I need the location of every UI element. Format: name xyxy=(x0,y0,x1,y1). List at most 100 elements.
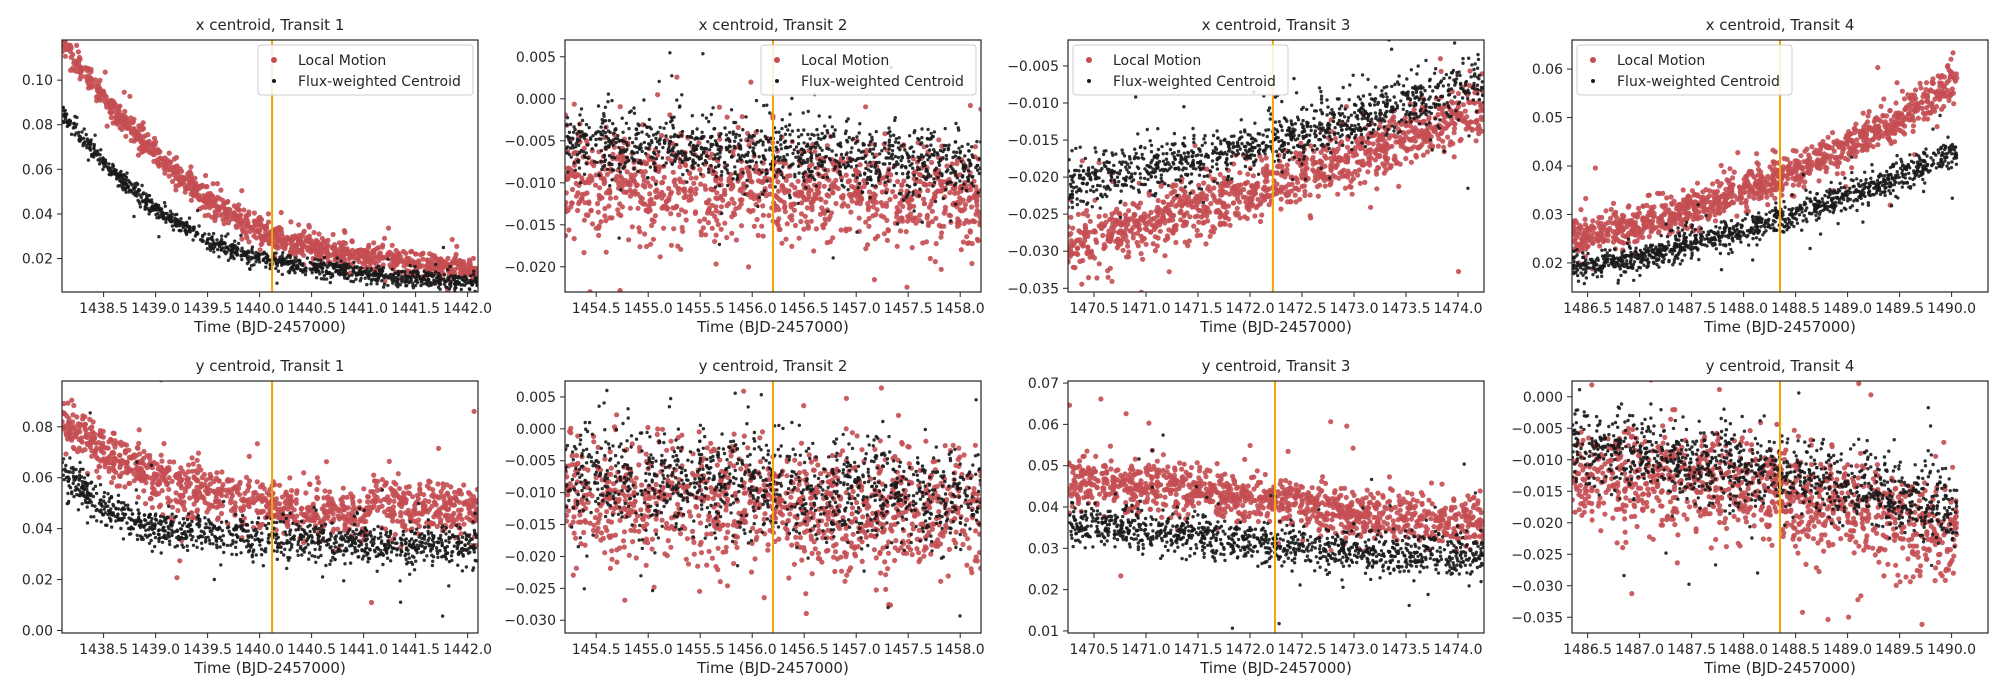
point-flux-centroid xyxy=(967,149,971,153)
point-flux-centroid xyxy=(583,155,588,160)
point-local-motion xyxy=(1266,202,1272,208)
point-local-motion xyxy=(146,142,152,148)
point-flux-centroid xyxy=(136,198,140,203)
point-local-motion xyxy=(878,213,885,219)
point-local-motion xyxy=(621,189,627,195)
point-local-motion xyxy=(617,104,623,110)
point-local-motion xyxy=(924,215,930,221)
point-flux-centroid xyxy=(841,156,846,160)
point-flux-centroid xyxy=(893,116,897,120)
point-flux-centroid xyxy=(921,164,926,168)
point-local-motion xyxy=(724,114,730,120)
point-flux-centroid xyxy=(248,267,252,271)
point-local-motion xyxy=(640,182,646,188)
point-local-motion xyxy=(635,205,641,211)
point-flux-centroid xyxy=(359,276,363,281)
point-local-motion xyxy=(205,191,211,197)
point-flux-centroid xyxy=(421,276,426,280)
point-flux-centroid xyxy=(953,140,958,144)
point-flux-centroid xyxy=(814,184,818,188)
point-local-motion xyxy=(370,250,376,256)
point-flux-centroid xyxy=(114,172,119,176)
point-local-motion xyxy=(584,190,590,196)
point-local-motion xyxy=(1381,170,1387,176)
point-local-motion xyxy=(255,229,262,235)
point-flux-centroid xyxy=(747,134,752,138)
point-flux-centroid xyxy=(98,157,102,161)
point-flux-centroid xyxy=(606,167,610,172)
point-flux-centroid xyxy=(829,134,833,139)
point-local-motion xyxy=(1246,190,1252,196)
point-local-motion xyxy=(236,202,242,208)
point-local-motion xyxy=(873,211,879,218)
point-local-motion xyxy=(760,212,767,218)
point-local-motion xyxy=(330,231,336,238)
point-local-motion xyxy=(581,217,588,223)
point-flux-centroid xyxy=(958,151,962,155)
point-flux-centroid xyxy=(912,150,916,154)
point-flux-centroid xyxy=(226,258,231,262)
point-local-motion xyxy=(657,254,663,260)
point-local-motion xyxy=(77,56,83,62)
point-flux-centroid xyxy=(731,130,735,134)
point-flux-centroid xyxy=(119,169,123,174)
point-flux-centroid xyxy=(639,161,643,165)
point-flux-centroid xyxy=(885,156,890,160)
point-local-motion xyxy=(781,205,788,211)
point-flux-centroid xyxy=(957,146,961,150)
point-flux-centroid xyxy=(848,159,853,163)
point-local-motion xyxy=(376,254,382,260)
point-flux-centroid xyxy=(672,134,676,139)
point-flux-centroid xyxy=(867,143,871,147)
point-flux-centroid xyxy=(610,98,614,103)
axes-frame xyxy=(564,39,982,293)
point-flux-centroid xyxy=(591,134,595,138)
point-flux-centroid xyxy=(108,166,112,171)
point-flux-centroid xyxy=(868,175,872,179)
point-flux-centroid xyxy=(881,162,885,166)
point-local-motion xyxy=(166,173,172,179)
point-flux-centroid xyxy=(210,246,214,250)
point-local-motion xyxy=(643,207,649,213)
point-flux-centroid xyxy=(657,138,662,143)
point-local-motion xyxy=(671,179,677,185)
point-flux-centroid xyxy=(579,107,584,111)
point-flux-centroid xyxy=(312,265,317,269)
point-local-motion xyxy=(218,187,224,193)
point-flux-centroid xyxy=(582,136,587,140)
y-tick-label: −0.010 xyxy=(504,176,556,192)
point-local-motion xyxy=(941,210,947,216)
point-local-motion xyxy=(569,200,575,206)
point-local-motion xyxy=(802,213,808,219)
point-flux-centroid xyxy=(857,131,861,135)
point-local-motion xyxy=(288,219,294,225)
point-local-motion xyxy=(700,225,706,231)
point-flux-centroid xyxy=(912,173,916,177)
point-local-motion xyxy=(839,203,845,209)
point-flux-centroid xyxy=(926,127,930,132)
point-local-motion xyxy=(1365,169,1371,175)
point-flux-centroid xyxy=(377,264,381,268)
point-flux-centroid xyxy=(421,282,426,286)
point-flux-centroid xyxy=(874,171,878,175)
point-flux-centroid xyxy=(618,151,623,155)
point-flux-centroid xyxy=(93,152,98,157)
point-flux-centroid xyxy=(735,173,740,177)
point-flux-centroid xyxy=(946,146,951,151)
point-local-motion xyxy=(306,224,312,230)
point-local-motion xyxy=(865,242,871,248)
point-flux-centroid xyxy=(565,123,569,127)
point-local-motion xyxy=(200,193,207,199)
point-flux-centroid xyxy=(876,176,881,180)
point-local-motion xyxy=(827,239,834,245)
point-local-motion xyxy=(807,177,813,184)
point-flux-centroid xyxy=(278,255,282,259)
point-local-motion xyxy=(826,216,832,222)
point-flux-centroid xyxy=(126,178,130,183)
point-local-motion xyxy=(231,210,237,216)
point-flux-centroid xyxy=(318,272,322,276)
point-flux-centroid xyxy=(174,219,178,223)
point-local-motion xyxy=(890,189,896,195)
point-flux-centroid xyxy=(916,167,920,172)
point-flux-centroid xyxy=(601,129,605,133)
